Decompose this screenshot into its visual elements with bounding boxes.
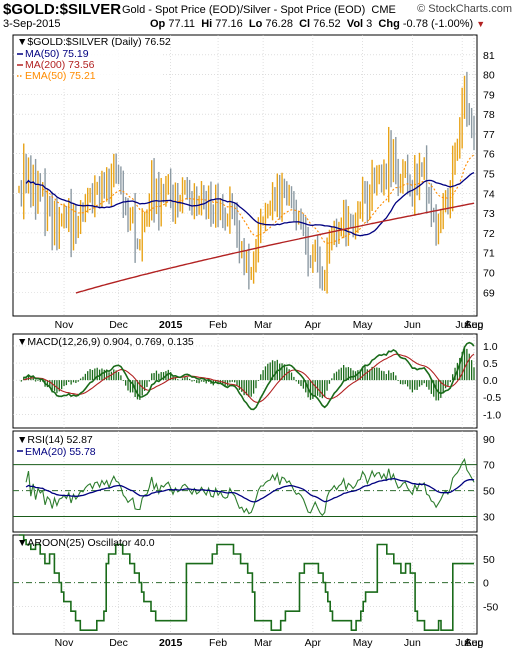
price-x-tick-label: Nov — [55, 319, 74, 331]
aroon-x-tick-label: Dec — [109, 637, 128, 649]
price-axis-tick-label: 70 — [483, 267, 495, 279]
aroon-x-tick-label: Aug — [465, 637, 484, 649]
macd-axis-tick-label: 0.0 — [483, 375, 498, 387]
change-label: Chg — [378, 18, 400, 30]
price-axis-tick-label: 78 — [483, 109, 495, 121]
aroon-x-tick-label: Mar — [254, 637, 273, 649]
aroon-axis-tick-label: -50 — [483, 601, 498, 613]
price-axis-tick-label: 75 — [483, 169, 495, 181]
rsi-ema-legend: EMA(20) 55.78 — [25, 446, 96, 458]
ma50-line — [25, 172, 475, 237]
description-text: Gold - Spot Price (EOD)/Silver - Spot Pr… — [122, 4, 366, 16]
aroon-x-tick-label: May — [353, 637, 374, 649]
price-axis-tick-label: 71 — [483, 248, 495, 260]
aroon-axis-tick-label: 50 — [483, 554, 495, 566]
volume-value: 3 — [366, 18, 373, 30]
aroon-x-tick-label: Apr — [305, 637, 322, 649]
price-x-tick-label: Mar — [254, 319, 273, 331]
legend-background — [15, 37, 163, 87]
rsi-legend-background — [15, 433, 115, 457]
ma200-line — [75, 202, 475, 294]
rsi-line — [25, 457, 475, 517]
price-x-tick-label: Feb — [209, 319, 227, 331]
volume-label: Vol — [346, 18, 364, 30]
panel-frame-macd — [12, 333, 478, 429]
rsi-ema-line — [25, 477, 475, 503]
high-value: 77.16 — [215, 18, 243, 30]
down-arrow-icon: ▼ — [476, 19, 486, 29]
price-axis-tick-label: 76 — [483, 149, 495, 161]
rsi-axis-tick-label: 90 — [483, 434, 495, 446]
macd-axis-tick-label: -0.5 — [483, 392, 501, 404]
aroon-x-tick-label: Sep — [465, 637, 484, 649]
quote-line: Op 77.11 Hi 77.16 Lo 76.28 Cl 76.52 Vol … — [150, 18, 485, 30]
macd-axis-tick-label: 1.0 — [483, 341, 498, 353]
price-axis-tick-label: 74 — [483, 188, 495, 200]
low-label: Lo — [248, 18, 263, 30]
price-x-tick-label: Dec — [109, 319, 128, 331]
macd-axis-tick-label: 0.5 — [483, 358, 498, 370]
exchange-text: CME — [371, 4, 396, 16]
rsi-panel-title: ▼RSI(14) 52.87 — [17, 434, 93, 446]
chart-description: Gold - Spot Price (EOD)/Silver - Spot Pr… — [122, 4, 396, 16]
low-value: 76.28 — [265, 18, 293, 30]
legend-entry: EMA(50) 75.21 — [25, 70, 96, 82]
price-axis-tick-label: 73 — [483, 208, 495, 220]
macd-line — [23, 341, 475, 411]
price-axis-tick-label: 72 — [483, 228, 495, 240]
chart-date: 3-Sep-2015 — [3, 18, 61, 30]
price-axis-tick-label: 80 — [483, 70, 495, 82]
aroon-x-tick-label: Feb — [209, 637, 227, 649]
aroon-oscillator-line — [19, 534, 474, 631]
aroon-axis-tick-label: 0 — [483, 578, 489, 590]
price-axis-tick-label: 81 — [483, 50, 495, 62]
macd-axis-tick-label: -1.0 — [483, 409, 501, 421]
price-x-tick-label: 2015 — [159, 319, 183, 331]
rsi-axis-tick-label: 50 — [483, 486, 495, 498]
price-axis-tick-label: 79 — [483, 89, 495, 101]
price-x-tick-label: Aug — [465, 319, 484, 331]
legend-entry: MA(200) 73.56 — [25, 59, 95, 71]
panel-frame-aroon — [12, 534, 478, 635]
price-x-tick-label: Jun — [404, 319, 421, 331]
rsi-axis-tick-label: 30 — [483, 511, 495, 523]
legend-entry: MA(50) 75.19 — [25, 48, 89, 60]
chart-symbol: $GOLD:$SILVER — [3, 1, 122, 18]
price-x-tick-label: Apr — [305, 319, 322, 331]
change-value: -0.78 (-1.00%) — [402, 18, 474, 30]
open-label: Op — [150, 18, 166, 30]
aroon-x-tick-label: 2015 — [159, 637, 183, 649]
close-label: Cl — [299, 18, 311, 30]
close-value: 76.52 — [313, 18, 341, 30]
price-x-tick-label: Jul — [455, 319, 468, 331]
macd-panel-title: ▼MACD(12,26,9) 0.904, 0.769, 0.135 — [17, 336, 194, 348]
price-axis-tick-label: 77 — [483, 129, 495, 141]
aroon-panel-title: ▼AROON(25) Oscillator 40.0 — [17, 537, 155, 549]
high-label: Hi — [201, 18, 213, 30]
price-panel-title: ▼$GOLD:$SILVER (Daily) 76.52 — [17, 36, 171, 48]
price-x-tick-label: May — [353, 319, 374, 331]
price-x-tick-label: Sep — [465, 319, 484, 331]
rsi-axis-tick-label: 70 — [483, 460, 495, 472]
price-axis-tick-label: 69 — [483, 287, 495, 299]
open-value: 77.11 — [168, 18, 196, 30]
watermark: © StockCharts.com — [417, 3, 512, 15]
aroon-x-tick-label: Jul — [455, 637, 468, 649]
aroon-x-tick-label: Nov — [55, 637, 74, 649]
aroon-x-tick-label: Jun — [404, 637, 421, 649]
